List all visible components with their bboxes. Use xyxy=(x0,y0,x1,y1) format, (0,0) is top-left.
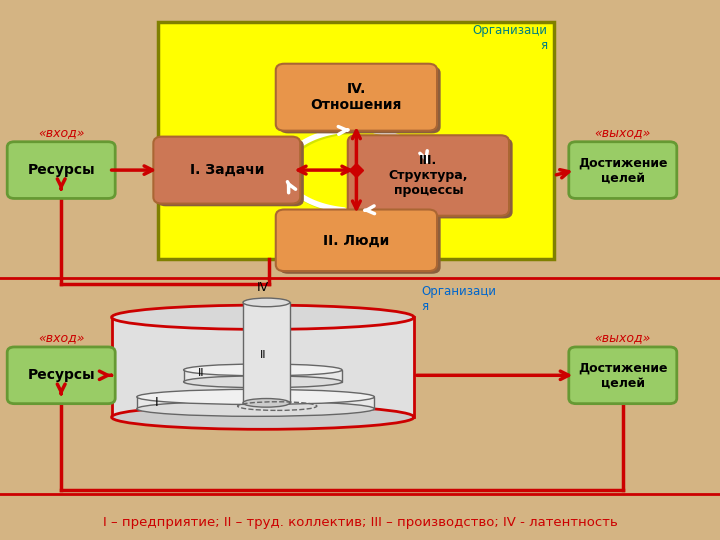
Text: I: I xyxy=(155,396,158,409)
Bar xyxy=(112,317,414,417)
Text: «выход»: «выход» xyxy=(595,331,651,344)
FancyBboxPatch shape xyxy=(279,66,441,133)
Text: IV: IV xyxy=(257,281,269,294)
Text: Организаци
я: Организаци я xyxy=(472,24,547,52)
FancyBboxPatch shape xyxy=(157,139,304,206)
Text: IV.
Отношения: IV. Отношения xyxy=(311,82,402,112)
Text: I. Задачи: I. Задачи xyxy=(189,163,264,177)
Ellipse shape xyxy=(243,399,289,407)
FancyBboxPatch shape xyxy=(279,212,441,274)
Text: Достижение
целей: Достижение целей xyxy=(578,156,667,184)
Ellipse shape xyxy=(112,305,414,329)
Bar xyxy=(158,22,554,259)
Ellipse shape xyxy=(184,364,342,376)
FancyBboxPatch shape xyxy=(351,138,513,218)
Text: Ресурсы: Ресурсы xyxy=(27,163,95,177)
Text: II: II xyxy=(198,368,204,377)
FancyBboxPatch shape xyxy=(153,137,300,204)
FancyBboxPatch shape xyxy=(348,135,509,215)
Bar xyxy=(137,397,374,409)
FancyBboxPatch shape xyxy=(7,141,115,198)
Bar xyxy=(184,370,342,382)
Text: «вход»: «вход» xyxy=(38,331,84,344)
Bar xyxy=(243,302,289,403)
Ellipse shape xyxy=(112,405,414,429)
Text: «выход»: «выход» xyxy=(595,126,651,139)
Ellipse shape xyxy=(184,376,342,388)
FancyBboxPatch shape xyxy=(569,347,677,404)
Text: II: II xyxy=(259,350,266,360)
Ellipse shape xyxy=(137,389,374,404)
FancyBboxPatch shape xyxy=(7,347,115,404)
Text: «вход»: «вход» xyxy=(38,126,84,139)
Text: Организаци
я: Организаци я xyxy=(421,285,496,313)
Ellipse shape xyxy=(137,401,374,416)
Text: Достижение
целей: Достижение целей xyxy=(578,361,667,389)
Text: I – предприятие; II – труд. коллектив; III – производство; IV - латентность: I – предприятие; II – труд. коллектив; I… xyxy=(103,516,617,529)
Text: Ресурсы: Ресурсы xyxy=(27,368,95,382)
FancyBboxPatch shape xyxy=(276,64,437,131)
FancyBboxPatch shape xyxy=(569,141,677,198)
Text: III.
Структура,
процессы: III. Структура, процессы xyxy=(389,154,468,197)
Text: II. Люди: II. Люди xyxy=(323,233,390,247)
Ellipse shape xyxy=(243,298,289,307)
FancyBboxPatch shape xyxy=(276,210,437,271)
